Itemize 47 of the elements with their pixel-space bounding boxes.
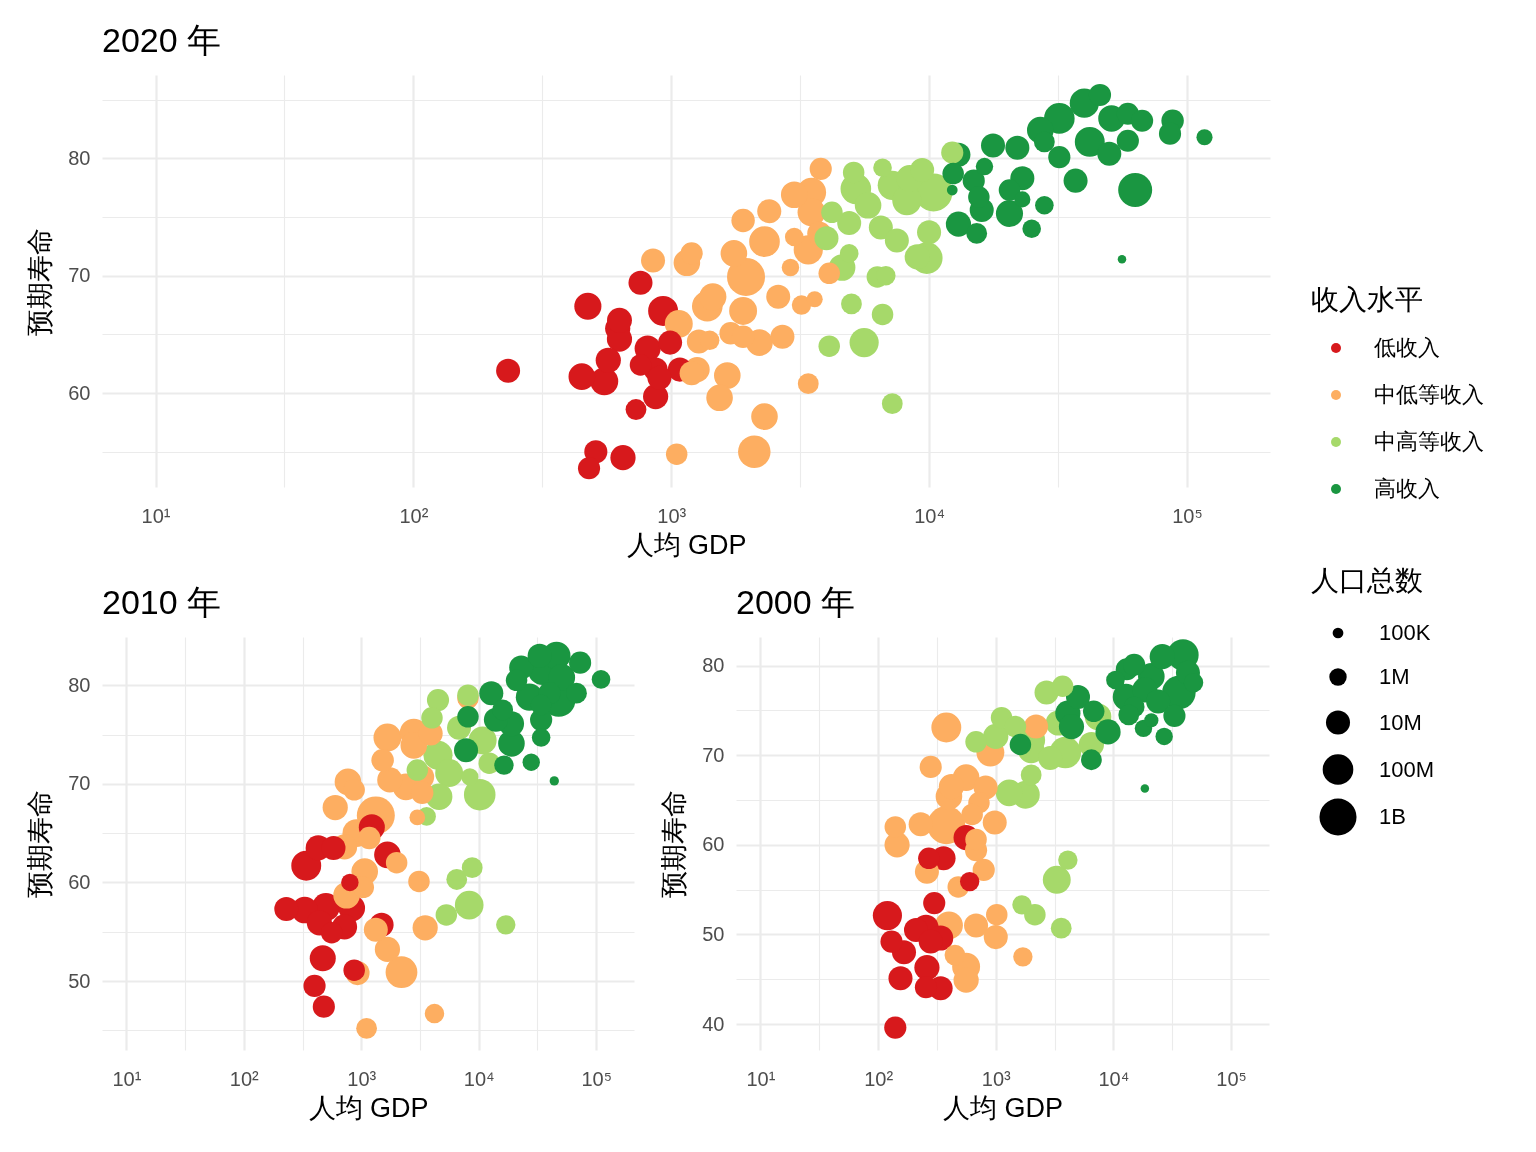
x-tick-label: 10¹	[141, 504, 171, 527]
legend-label: 中高等收入	[1374, 429, 1484, 454]
x-tick-label: 10⁴	[1098, 1067, 1130, 1090]
y-tick-label: 60	[68, 870, 91, 893]
y-axis-title: 预期寿命	[659, 790, 690, 898]
x-tick-label: 10³	[347, 1067, 377, 1090]
x-axis-title: 人均 GDP	[308, 1092, 429, 1123]
y-tick-label: 60	[702, 833, 725, 856]
y-tick-label: 70	[702, 743, 725, 766]
y-tick-label: 80	[702, 654, 725, 677]
x-tick-label: 10⁴	[914, 504, 945, 527]
text: 人口总数	[1311, 565, 1423, 596]
x-axis-title: 人均 GDP	[942, 1092, 1064, 1123]
y-tick-label: 70	[68, 772, 91, 795]
legend-label: 低收入	[1374, 335, 1440, 360]
text: 收入水平	[1311, 284, 1423, 315]
y-tick-label: 40	[702, 1012, 725, 1035]
x-tick-label: 10²	[399, 504, 429, 527]
y-axis-title: 预期寿命	[25, 790, 56, 898]
legend-label: 100M	[1379, 756, 1435, 782]
legend-label: 1M	[1379, 664, 1410, 689]
y-tick-label: 50	[68, 969, 91, 992]
y-tick-label: 60	[68, 381, 91, 404]
legend-label: 100K	[1379, 620, 1431, 645]
y-tick-label: 80	[68, 146, 91, 169]
chart-title: 2020 年	[102, 21, 222, 59]
y-tick-label: 50	[702, 922, 725, 945]
x-tick-label: 10¹	[746, 1067, 776, 1090]
x-tick-label: 10⁵	[1216, 1067, 1247, 1090]
chart-title: 2010 年	[102, 583, 222, 621]
x-tick-label: 10¹	[112, 1067, 142, 1090]
x-tick-label: 10⁴	[463, 1067, 495, 1090]
x-tick-label: 10³	[657, 504, 687, 527]
legend-label: 1B	[1379, 804, 1406, 829]
legend-label: 高收入	[1374, 476, 1440, 501]
y-tick-label: 70	[68, 264, 91, 287]
x-tick-label: 10²	[864, 1067, 894, 1090]
x-tick-label: 10⁵	[581, 1067, 612, 1090]
y-axis-title: 预期寿命	[25, 227, 56, 336]
y-tick-label: 80	[68, 673, 91, 696]
legend-label: 中低等收入	[1374, 382, 1484, 407]
x-tick-label: 10³	[981, 1067, 1012, 1090]
legend-label: 10M	[1379, 709, 1422, 735]
chart-title: 2000 年	[736, 583, 856, 621]
x-axis-title: 人均 GDP	[626, 529, 747, 560]
x-tick-label: 10⁵	[1172, 504, 1203, 527]
x-tick-label: 10²	[229, 1067, 260, 1090]
